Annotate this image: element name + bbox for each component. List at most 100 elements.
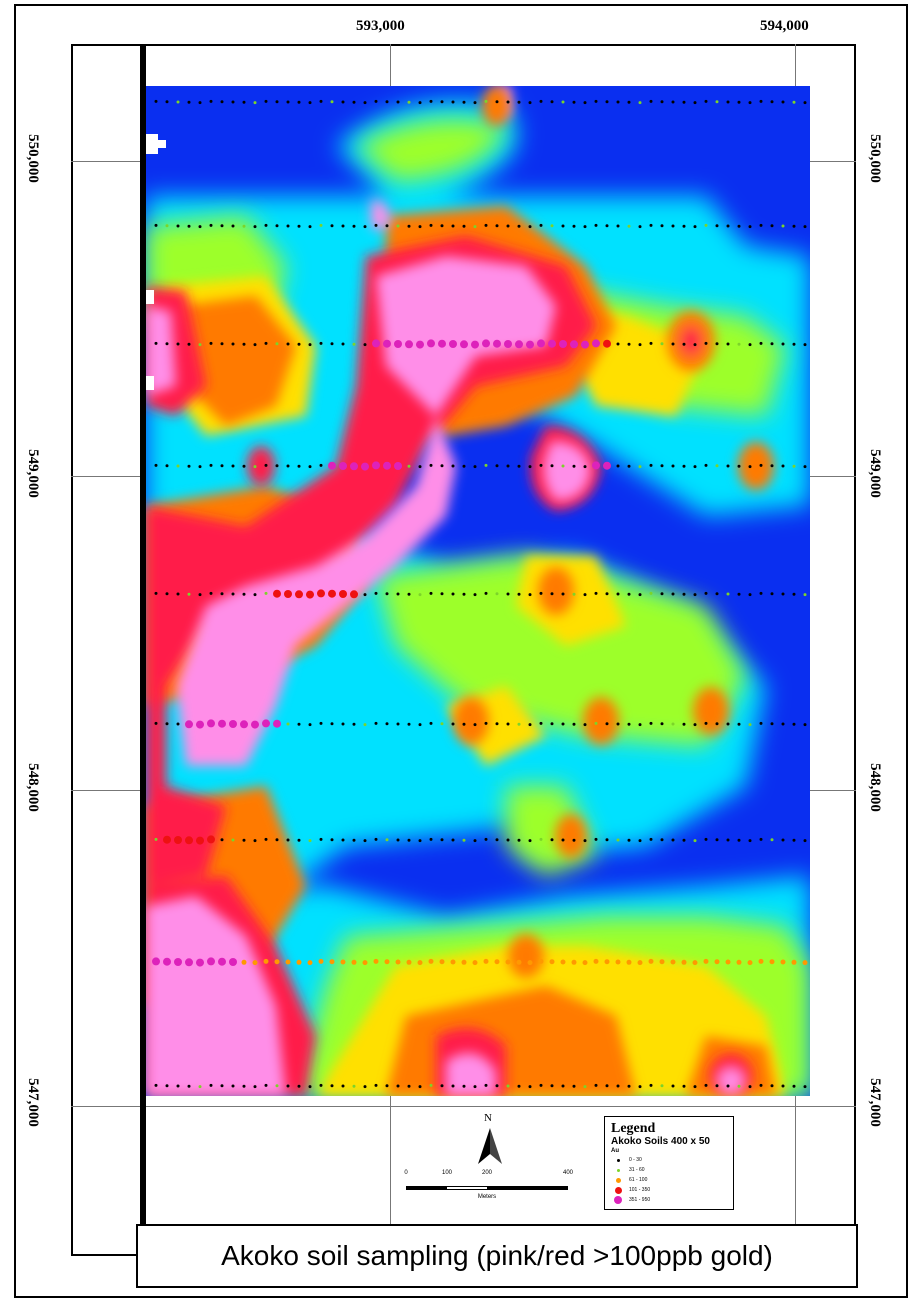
sample-point	[242, 838, 246, 842]
sample-point	[660, 838, 664, 842]
sample-point	[396, 722, 400, 726]
sample-point	[495, 100, 499, 104]
sample-point	[198, 465, 202, 469]
sample-point	[616, 838, 620, 842]
sample-point	[594, 99, 598, 103]
sample-point	[506, 592, 510, 596]
sample-point	[209, 463, 213, 467]
sample-point	[493, 339, 501, 348]
sample-point	[451, 100, 455, 104]
sample-point	[770, 464, 774, 468]
sample-point	[594, 1083, 598, 1087]
sample-point	[560, 959, 566, 965]
sample-point	[726, 100, 730, 104]
sample-point	[548, 339, 556, 348]
sample-point	[649, 223, 653, 227]
sample-point	[682, 464, 686, 468]
sample-point	[473, 225, 477, 229]
sample-point	[251, 720, 259, 729]
sample-point	[649, 463, 653, 467]
sample-point	[571, 959, 577, 965]
sample-point	[319, 721, 323, 725]
sample-point	[407, 224, 411, 228]
sample-point	[603, 339, 611, 348]
sample-point	[429, 223, 433, 227]
sample-point	[462, 224, 466, 228]
sample-point	[275, 342, 279, 346]
sample-point	[594, 591, 598, 595]
sample-point	[527, 960, 533, 966]
map-left-edge	[140, 44, 146, 1226]
sample-point	[803, 593, 807, 597]
sample-point	[671, 1084, 675, 1088]
sample-point	[384, 959, 390, 965]
sample-point	[242, 342, 246, 346]
sample-point	[418, 839, 422, 843]
sample-point	[176, 100, 180, 104]
sample-point	[583, 465, 587, 469]
sample-point	[704, 1083, 708, 1087]
sample-point	[319, 463, 323, 467]
sample-point	[572, 224, 576, 228]
sample-point	[253, 343, 257, 347]
sample-point	[220, 342, 224, 346]
sample-point	[352, 722, 356, 726]
sample-point	[297, 722, 301, 726]
sample-point	[638, 465, 642, 469]
sample-point	[660, 224, 664, 228]
sample-point	[396, 100, 400, 104]
sample-point	[583, 723, 587, 727]
sample-point	[693, 343, 697, 347]
sample-point	[242, 100, 246, 104]
sample-point	[484, 721, 488, 725]
sample-point	[528, 101, 532, 105]
sample-point	[792, 592, 796, 596]
sample-point	[440, 224, 444, 228]
sample-point	[616, 100, 620, 104]
blank-area	[146, 376, 154, 390]
sample-point	[550, 592, 554, 596]
legend-row: 0 - 30	[611, 1155, 727, 1165]
sample-point	[198, 1085, 202, 1089]
legend-label: 351 - 950	[629, 1197, 651, 1203]
sample-point	[484, 463, 488, 467]
legend-row: 31 - 60	[611, 1165, 727, 1175]
sample-point	[561, 838, 565, 842]
sample-point	[605, 224, 609, 228]
sample-point	[273, 589, 281, 598]
sample-point	[252, 960, 258, 966]
grid-line-northing-547000	[71, 1106, 856, 1107]
sample-point	[803, 1085, 807, 1089]
sample-point	[385, 1084, 389, 1088]
sample-point	[583, 225, 587, 229]
sample-point	[693, 839, 697, 843]
sample-point	[229, 958, 237, 966]
sample-point	[539, 721, 543, 725]
sample-point	[484, 223, 488, 227]
sample-point	[495, 1084, 499, 1088]
sample-point	[506, 722, 510, 726]
sample-point	[704, 341, 708, 345]
sample-point	[462, 464, 466, 468]
sample-point	[374, 721, 378, 725]
sample-point	[286, 100, 290, 104]
sample-point	[704, 463, 708, 467]
sample-point	[196, 836, 204, 845]
sample-point	[737, 838, 741, 842]
sample-point	[473, 101, 477, 105]
sample-point	[275, 464, 279, 468]
sample-point	[670, 959, 676, 965]
legend-symbol-icon	[611, 1196, 625, 1204]
sample-point	[693, 593, 697, 597]
sample-point	[781, 1084, 785, 1088]
sample-point	[638, 225, 642, 229]
sample-point	[209, 223, 213, 227]
sample-point	[758, 958, 764, 964]
sample-point	[660, 342, 664, 346]
sample-point	[759, 341, 763, 345]
sample-point	[428, 958, 434, 964]
sample-point	[218, 957, 226, 966]
sample-point	[693, 101, 697, 105]
sample-point	[450, 959, 456, 965]
